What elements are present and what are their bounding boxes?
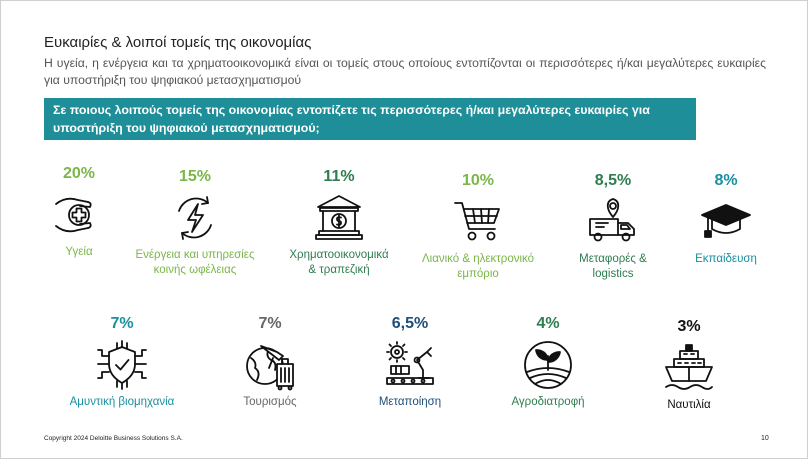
- sector-label: Μεταφορές & logistics: [579, 253, 647, 280]
- sector-label: Αμυντική βιομηχανία: [69, 396, 175, 408]
- sector-item-finance: 11% Χρηματοοικονομικά & τραπεζική: [264, 167, 414, 278]
- shopping-cart-icon: [454, 202, 500, 241]
- slide-subtitle: Η υγεία, η ενέργεια και τα χρηματοοικονο…: [44, 56, 766, 87]
- sector-item-logistics: 8,5% Μεταφορές & logistics: [538, 171, 688, 282]
- sector-percentage: 15%: [178, 168, 212, 185]
- tourism-globe-luggage-icon: [246, 345, 294, 391]
- sector-label: Τουρισμός: [243, 396, 297, 408]
- sector-percentage: 7%: [110, 315, 134, 332]
- graduation-cap-icon: [701, 204, 751, 238]
- question-text: Σε ποιους λοιπούς τομείς της οικονομίας …: [53, 103, 650, 135]
- sector-percentage: 3%: [677, 318, 701, 335]
- energy-bolt-icon: [178, 196, 212, 240]
- sector-item-tourism: 7% Τουρισμός: [195, 314, 345, 410]
- manufacturing-robot-arm-icon: [386, 341, 434, 385]
- shipping-ship-icon: [665, 344, 713, 390]
- sector-item-agrifood: 4% Αγροδιατροφή: [473, 314, 623, 410]
- sector-percentage: 6,5%: [391, 315, 429, 332]
- question-banner: [44, 98, 696, 140]
- page-number: 10: [761, 435, 769, 442]
- sector-percentage: 10%: [461, 172, 495, 189]
- sector-percentage: 11%: [323, 168, 355, 185]
- sector-label: Μεταποίηση: [378, 396, 442, 408]
- sector-label: Χρηματοοικονομικά & τραπεζική: [289, 249, 389, 276]
- sector-item-health: 20% Υγεία: [4, 164, 154, 260]
- sector-item-education: 8% Εκπαίδευση: [651, 171, 801, 267]
- bank-icon: [315, 195, 363, 240]
- sector-item-retail: 10% Λιανικό & ηλεκτρονικό εμπόριο: [403, 171, 553, 282]
- health-hands-cross-icon: [55, 197, 92, 233]
- sector-item-shipping: 3% Ναυτιλία: [614, 317, 764, 413]
- sector-label: Ενέργεια και υπηρεσίες κοινής ωφέλειας: [135, 249, 255, 276]
- sector-percentage: 8,5%: [594, 172, 632, 189]
- slide-title: Ευκαιρίες & λοιποί τομείς της οικονομίας: [44, 34, 312, 51]
- sector-label: Αγροδιατροφή: [511, 396, 585, 408]
- defense-shield-icon: [97, 340, 147, 390]
- sector-percentage: 20%: [62, 165, 96, 182]
- sector-item-energy: 15% Ενέργεια και υπηρεσίες κοινής ωφέλει…: [120, 167, 270, 278]
- copyright-footer: Copyright 2024 Deloitte Business Solutio…: [44, 435, 183, 442]
- sector-label: Υγεία: [65, 246, 93, 258]
- sector-percentage: 8%: [714, 172, 738, 189]
- agrifood-sprout-icon: [524, 341, 572, 389]
- delivery-truck-icon: [589, 198, 635, 242]
- sector-item-defense: 7% Αμυντική βιομηχανία: [47, 314, 197, 410]
- sector-percentage: 7%: [258, 315, 282, 332]
- sector-item-manufacturing: 6,5% Μεταποίηση: [335, 314, 485, 410]
- sector-label: Εκπαίδευση: [695, 253, 757, 265]
- sector-percentage: 4%: [536, 315, 560, 332]
- sector-label: Λιανικό & ηλεκτρονικό εμπόριο: [421, 253, 535, 280]
- sector-label: Ναυτιλία: [667, 399, 711, 411]
